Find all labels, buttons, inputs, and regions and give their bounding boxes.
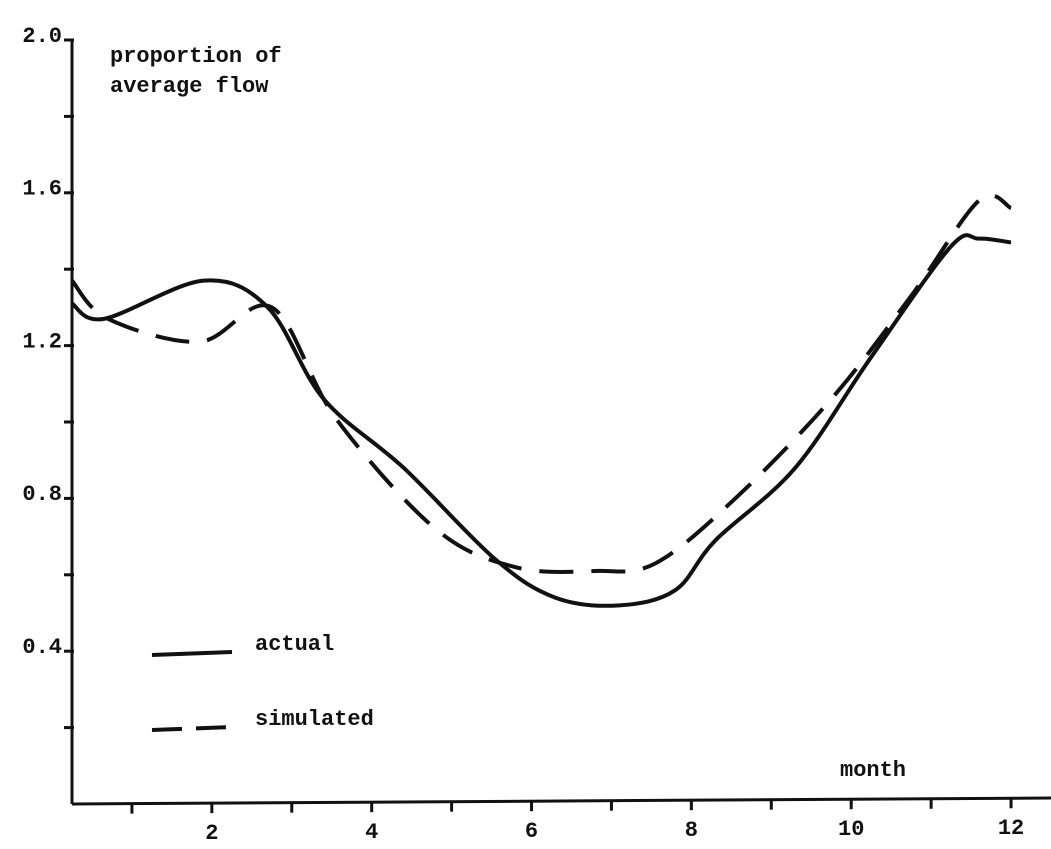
x-tick-label: 4 bbox=[365, 820, 378, 845]
x-tick-label: 8 bbox=[685, 818, 698, 843]
legend-swatch bbox=[151, 725, 233, 732]
legend-label: simulated bbox=[255, 707, 374, 732]
x-tick-label: 2 bbox=[205, 821, 218, 846]
legend-swatch bbox=[151, 650, 233, 657]
y-axis-label: average flow bbox=[110, 74, 269, 99]
data-line bbox=[70, 233, 1012, 608]
x-tick-label: 10 bbox=[838, 817, 864, 842]
y-axis-label: proportion of bbox=[110, 44, 282, 69]
x-axis-label: month bbox=[840, 758, 906, 783]
data-line bbox=[70, 193, 1013, 574]
x-axis bbox=[71, 796, 1051, 806]
x-tick-label: 6 bbox=[525, 819, 538, 844]
y-tick-label: 2.0 bbox=[22, 24, 62, 49]
y-tick-label: 0.4 bbox=[22, 635, 62, 660]
y-tick-label: 1.6 bbox=[22, 177, 62, 202]
x-tick-label: 12 bbox=[998, 816, 1024, 841]
y-tick-label: 1.2 bbox=[22, 329, 62, 354]
legend-label: actual bbox=[255, 632, 334, 657]
y-tick-label: 0.8 bbox=[22, 482, 62, 507]
